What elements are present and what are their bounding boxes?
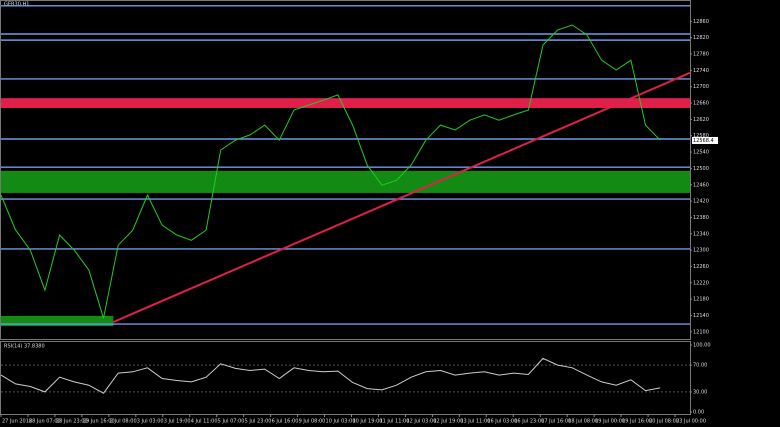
x-tick-label: 23 Jul 00:00: [676, 419, 706, 425]
y-tick-label: 12540: [693, 150, 709, 156]
x-tick-label: 12 Jul 03:00: [406, 419, 436, 425]
rsi-panel-frame: [0, 341, 691, 415]
x-tick-label: 29 Jun 16:00: [83, 419, 115, 425]
y-tick-label: 12780: [693, 52, 709, 58]
x-tick-label: 16 Jul 03:00: [487, 419, 517, 425]
x-tick-label: 10 Jul 19:00: [352, 419, 382, 425]
y-tick-label: 30.00: [693, 389, 707, 395]
x-tick-label: 3 Jul 03:00: [137, 419, 164, 425]
x-tick-label: 28 Jun 07:00: [29, 419, 61, 425]
x-tick-label: 17 Jul 16:00: [541, 419, 571, 425]
x-tick-label: 13 Jul 11:00: [460, 419, 490, 425]
y-tick-label: 12220: [693, 280, 709, 286]
y-tick-label: 12660: [693, 101, 709, 107]
zone: [1, 170, 690, 193]
zone: [1, 98, 690, 108]
y-tick-label: 12340: [693, 231, 709, 237]
x-tick-label: 5 Jul 23:00: [245, 419, 272, 425]
price-line: [0, 357, 661, 394]
x-tick-label: 16 Jul 23:00: [514, 419, 544, 425]
x-tick-label: 19 Jul 00:00: [595, 419, 625, 425]
trendline: [112, 71, 691, 323]
x-tick-label: 6 Jul 16:00: [272, 419, 299, 425]
y-tick-label: 12740: [693, 68, 709, 74]
x-tick-label: 3 Jul 19:00: [164, 419, 191, 425]
y-tick-label: 12860: [693, 19, 709, 25]
last-price-label: 12568.4: [693, 138, 714, 144]
x-tick-label: 19 Jul 16:00: [622, 419, 652, 425]
x-tick-label: 20 Jul 08:00: [649, 419, 679, 425]
x-tick-label: 10 Jul 03:00: [326, 419, 356, 425]
y-tick-label: 12500: [693, 166, 709, 172]
chart-title: GER30,H1: [4, 2, 29, 8]
x-tick-label: 4 Jul 11:00: [191, 419, 218, 425]
last-price-box: [692, 136, 718, 144]
y-tick-label: 12180: [693, 297, 709, 303]
y-tick-label: 0.00: [693, 410, 704, 416]
y-tick-label: 70.00: [693, 363, 707, 369]
y-tick-label: 12300: [693, 248, 709, 254]
y-tick-label: 12460: [693, 182, 709, 188]
price-line: [0, 24, 661, 319]
y-tick-label: 12100: [693, 329, 709, 335]
x-tick-label: 5 Jul 07:00: [218, 419, 245, 425]
y-tick-label: 12700: [693, 84, 709, 90]
x-tick-label: 11 Jul 11:00: [379, 419, 409, 425]
x-tick-label: 9 Jul 08:00: [299, 419, 326, 425]
y-tick-label: 12140: [693, 313, 709, 319]
y-tick-label: 12260: [693, 264, 709, 270]
y-tick-label: 12380: [693, 215, 709, 221]
price-panel-frame: [0, 0, 691, 340]
y-tick-label: 12420: [693, 199, 709, 205]
y-tick-label: 12820: [693, 35, 709, 41]
x-tick-label: 2 Jul 08:00: [110, 419, 137, 425]
y-tick-label: 100.00: [693, 343, 711, 349]
y-tick-label: 12620: [693, 117, 709, 123]
x-tick-label: 12 Jul 19:00: [433, 419, 463, 425]
x-tick-label: 27 Jun 2018: [2, 419, 32, 425]
zone: [1, 315, 114, 327]
x-tick-label: 18 Jul 08:00: [568, 419, 598, 425]
y-tick-label: 12580: [693, 133, 709, 139]
x-tick-label: 28 Jun 23:00: [56, 419, 88, 425]
rsi-title: RSI(14) 37.8380: [4, 344, 45, 350]
